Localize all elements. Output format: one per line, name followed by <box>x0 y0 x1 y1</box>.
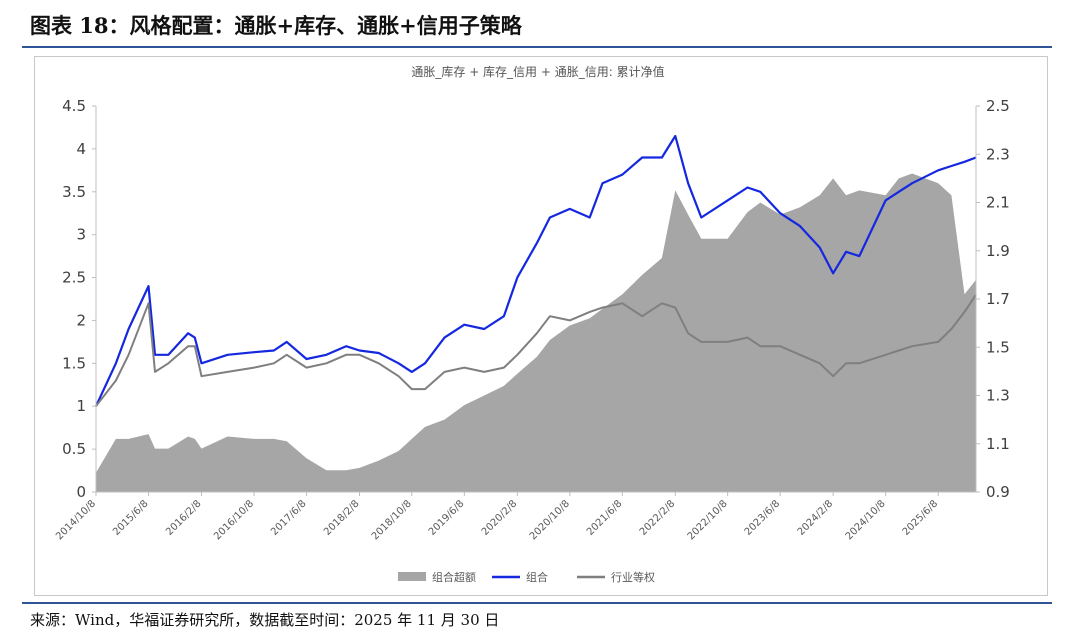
x-tick-label: 2022/2/8 <box>638 498 678 538</box>
x-tick-label: 2017/6/8 <box>269 498 309 538</box>
x-tick-label: 2016/10/8 <box>212 498 256 542</box>
x-tick-label: 2020/2/8 <box>480 498 520 538</box>
x-tick-label: 2019/6/8 <box>427 498 467 538</box>
x-tick-label: 2018/2/8 <box>322 498 362 538</box>
source-rule <box>22 602 1052 604</box>
y-left-tick-label: 1.5 <box>62 354 86 372</box>
y-left-tick-label: 3 <box>76 226 86 244</box>
series-combo-line <box>95 134 977 407</box>
figure-title: 图表 18：风格配置：通胀+库存、通胀+信用子策略 <box>30 13 522 38</box>
y-left-tick-label: 2.5 <box>62 269 86 287</box>
y-left-tick-label: 0 <box>76 483 86 501</box>
line-layer <box>95 134 977 407</box>
source-note: 来源：Wind，华福证券研究所，数据截至时间：2025 年 11 月 30 日 <box>30 611 500 629</box>
y-left-tick-label: 3.5 <box>62 183 86 201</box>
y-left-tick-label: 1 <box>76 397 86 415</box>
x-tick-label: 2015/6/8 <box>111 498 151 538</box>
y-left-tick-label: 0.5 <box>62 440 86 458</box>
series-benchmark-line <box>95 294 977 407</box>
y-right-tick-label: 1.7 <box>986 290 1010 308</box>
y-right-tick-label: 1.5 <box>986 338 1010 356</box>
y-left-tick-label: 2 <box>76 311 86 329</box>
y-right-tick-label: 2.5 <box>986 97 1010 115</box>
y-right-tick-label: 1.3 <box>986 387 1010 405</box>
series-excess-area <box>96 173 976 492</box>
legend-excess-label: 组合超额 <box>432 570 476 584</box>
x-tick-label: 2021/6/8 <box>585 498 625 538</box>
x-tick-label: 2024/2/8 <box>796 498 836 538</box>
legend-benchmark-label: 行业等权 <box>611 570 655 584</box>
x-tick-label: 2024/10/8 <box>844 498 888 542</box>
y-left-tick-label: 4.5 <box>62 97 86 115</box>
legend: 组合超额 组合 行业等权 <box>398 570 655 584</box>
x-tick-label: 2022/10/8 <box>686 498 730 542</box>
x-tick-label: 2014/10/8 <box>54 498 98 542</box>
y-right-tick-label: 2.1 <box>986 194 1010 212</box>
y-left-tick-label: 4 <box>76 140 86 158</box>
y-right-tick-label: 1.9 <box>986 242 1010 260</box>
chart-frame <box>34 56 1048 596</box>
y-right-tick-label: 2.3 <box>986 145 1010 163</box>
y-right-tick-label: 1.1 <box>986 435 1010 453</box>
x-tick-label: 2023/6/8 <box>743 498 783 538</box>
y-right-tick-label: 0.9 <box>986 483 1010 501</box>
x-tick-label: 2016/2/8 <box>164 498 204 538</box>
x-tick-label: 2018/10/8 <box>370 498 414 542</box>
legend-combo-label: 组合 <box>526 570 548 584</box>
x-tick-label: 2020/10/8 <box>528 498 572 542</box>
x-tick-label: 2025/6/8 <box>901 498 941 538</box>
chart-title: 通胀_库存 + 库存_信用 + 通胀_信用: 累计净值 <box>411 64 664 79</box>
legend-excess-swatch <box>398 572 426 581</box>
title-rule <box>22 46 1052 48</box>
area-layer <box>96 173 976 492</box>
